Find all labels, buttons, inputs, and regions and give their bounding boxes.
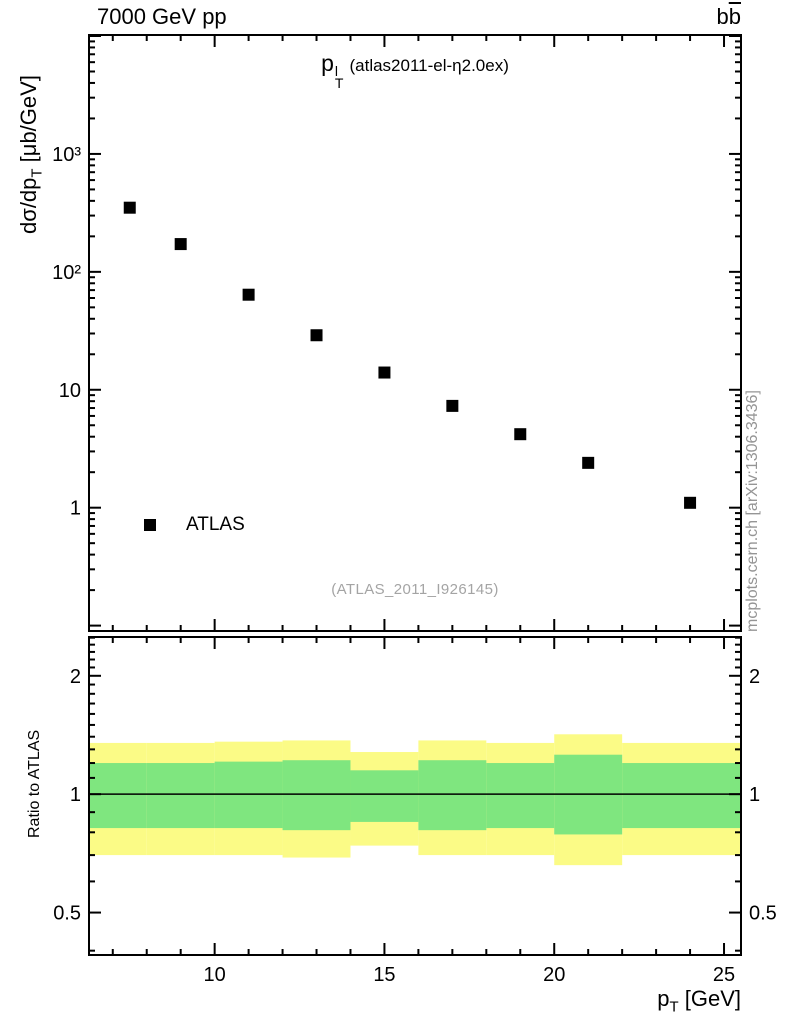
legend: ATLAS <box>144 514 245 536</box>
x-tick-label: 20 <box>543 964 565 986</box>
analysis-reference-label: (ATLAS_2011_I926145) <box>331 581 499 598</box>
plot-title: p l T (atlas2011-el-η2.0ex) <box>89 50 741 91</box>
x-axis-label-pre: p <box>657 986 670 1011</box>
x-axis-label-sub: T <box>669 998 679 1016</box>
main-y-tick-label: 10 <box>59 380 81 402</box>
data-point <box>123 201 136 214</box>
plot-title-subscript: T <box>334 75 344 91</box>
plot-title-detail: (atlas2011-el-η2.0ex) <box>349 56 509 75</box>
plot-title-symbol: p <box>321 50 334 76</box>
x-tick-label: 10 <box>204 964 226 986</box>
legend-label: ATLAS <box>186 514 245 535</box>
ratio-uncertainty-band-green <box>89 763 147 829</box>
ratio-uncertainty-band-green <box>350 770 419 822</box>
main-y-axis-label-sub: T <box>28 168 46 178</box>
data-point <box>684 496 697 509</box>
ratio-uncertainty-band-green <box>146 763 215 829</box>
ratio-uncertainty-band-green <box>622 763 741 829</box>
ratio-uncertainty-band-green <box>418 760 487 831</box>
data-point <box>174 238 187 251</box>
header-collision-label: 7000 GeV pp <box>97 4 227 29</box>
main-y-tick-label: 10³ <box>52 144 81 166</box>
data-point <box>582 456 595 469</box>
legend-square-marker-icon <box>144 519 156 531</box>
quark-label: b <box>716 4 729 29</box>
main-y-axis-label-pre: dσ/dp <box>16 177 41 234</box>
ratio-y-tick-label-right: 0.5 <box>749 903 777 925</box>
ratio-y-tick-label-left: 2 <box>70 666 81 688</box>
ratio-y-tick-label-left: 1 <box>70 784 81 806</box>
x-axis-label-post: [GeV] <box>678 986 741 1011</box>
ratio-plot-frame <box>88 636 742 956</box>
data-point <box>310 329 323 342</box>
ratio-y-axis-label: Ratio to ATLAS <box>26 729 43 838</box>
ratio-uncertainty-band-green <box>486 763 555 829</box>
data-point <box>446 399 459 412</box>
x-tick-label: 25 <box>713 964 735 986</box>
ratio-uncertainty-band-green <box>282 760 351 831</box>
watermark: mcplots.cern.ch [arXiv:1306.3436] <box>744 390 761 632</box>
x-axis-label: pT [GeV] <box>657 986 741 1015</box>
data-point <box>242 288 255 301</box>
main-plot-frame <box>88 34 742 632</box>
plot-title-superscript: l <box>334 63 339 79</box>
ratio-y-tick-label-right: 2 <box>749 666 760 688</box>
ratio-y-tick-label-left: 0.5 <box>53 903 81 925</box>
x-tick-label: 15 <box>373 964 395 986</box>
main-y-axis-label-post: [μb/GeV] <box>16 75 41 169</box>
data-point <box>378 366 391 379</box>
antiquark-label: b <box>728 4 741 29</box>
ratio-y-tick-label-right: 1 <box>749 784 760 806</box>
main-y-tick-label: 1 <box>70 498 81 520</box>
main-y-tick-label: 10² <box>52 262 81 284</box>
data-point <box>514 428 527 441</box>
main-y-axis-label: dσ/dpT [μb/GeV] <box>16 75 45 234</box>
header-process-label: bb <box>717 4 742 30</box>
